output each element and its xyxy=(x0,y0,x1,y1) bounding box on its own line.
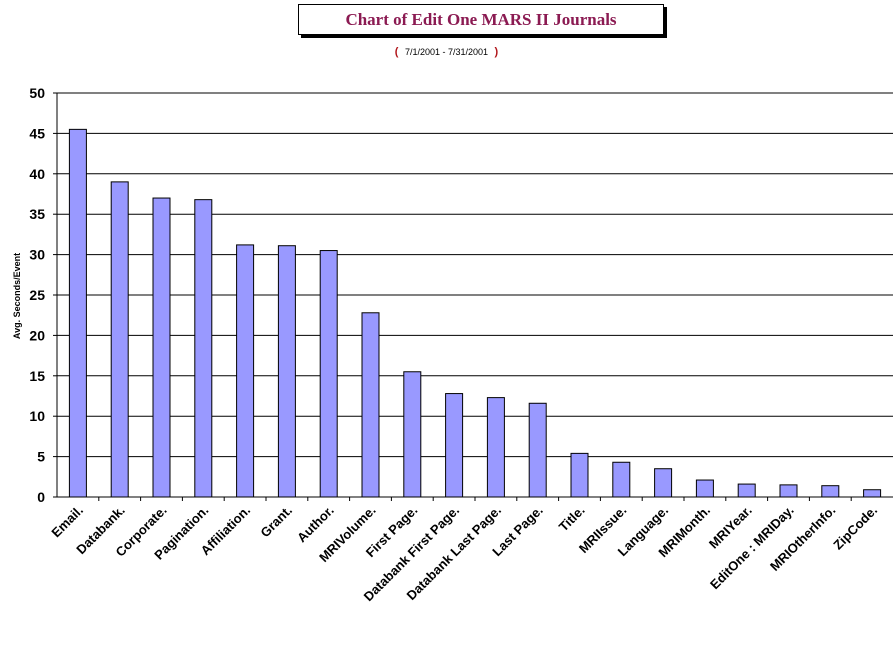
y-tick-label: 0 xyxy=(37,489,45,505)
y-tick-label: 35 xyxy=(29,206,45,222)
gridlines xyxy=(53,92,893,501)
date-range: 7/1/2001 - 7/31/2001 xyxy=(404,47,489,57)
y-axis-label: Avg. Seconds/Event xyxy=(12,253,22,339)
bar xyxy=(528,402,547,498)
bars xyxy=(68,128,882,498)
subtitle-open-paren: ( xyxy=(394,46,399,58)
y-tick-label: 25 xyxy=(29,287,45,303)
y-tick-label: 30 xyxy=(29,247,45,263)
bar xyxy=(445,393,464,498)
y-tick-label: 50 xyxy=(29,85,45,101)
chart-title-box: Chart of Edit One MARS II Journals xyxy=(298,4,664,35)
x-tick-label: Grant. xyxy=(257,503,295,541)
bar xyxy=(110,181,129,498)
bar xyxy=(403,371,422,498)
bar xyxy=(361,312,380,498)
bar xyxy=(319,250,338,498)
bar xyxy=(277,245,296,498)
bar xyxy=(612,461,631,498)
bar xyxy=(194,199,213,498)
axes xyxy=(56,93,893,498)
y-tick-label: 45 xyxy=(29,125,45,141)
bar xyxy=(68,128,87,498)
x-tick-label: Title. xyxy=(556,503,588,535)
y-tick-labels: 0 5 10 15 20 25 30 35 40 45 50 xyxy=(29,85,45,505)
y-tick-label: 40 xyxy=(29,166,45,182)
bar xyxy=(570,452,589,498)
y-tick-label: 5 xyxy=(37,449,45,465)
bar xyxy=(152,197,171,498)
x-tick-label: ZipCode. xyxy=(830,503,880,553)
x-tick-label: Email. xyxy=(48,503,86,541)
bar xyxy=(821,485,840,498)
y-tick-label: 15 xyxy=(29,368,45,384)
bar xyxy=(863,489,882,498)
subtitle-close-paren: ) xyxy=(494,46,499,58)
bar xyxy=(654,468,673,498)
bar xyxy=(737,483,756,498)
chart-title: Chart of Edit One MARS II Journals xyxy=(345,9,617,29)
chart-subtitle: ( 7/1/2001 - 7/31/2001 ) xyxy=(0,46,893,58)
bar xyxy=(486,397,505,498)
bar xyxy=(695,479,714,498)
bar xyxy=(236,244,255,498)
y-tick-label: 20 xyxy=(29,327,45,343)
bar xyxy=(779,484,798,498)
y-tick-label: 10 xyxy=(29,408,45,424)
x-tick-labels: Email.Databank.Corporate.Pagination.Affi… xyxy=(48,503,880,605)
